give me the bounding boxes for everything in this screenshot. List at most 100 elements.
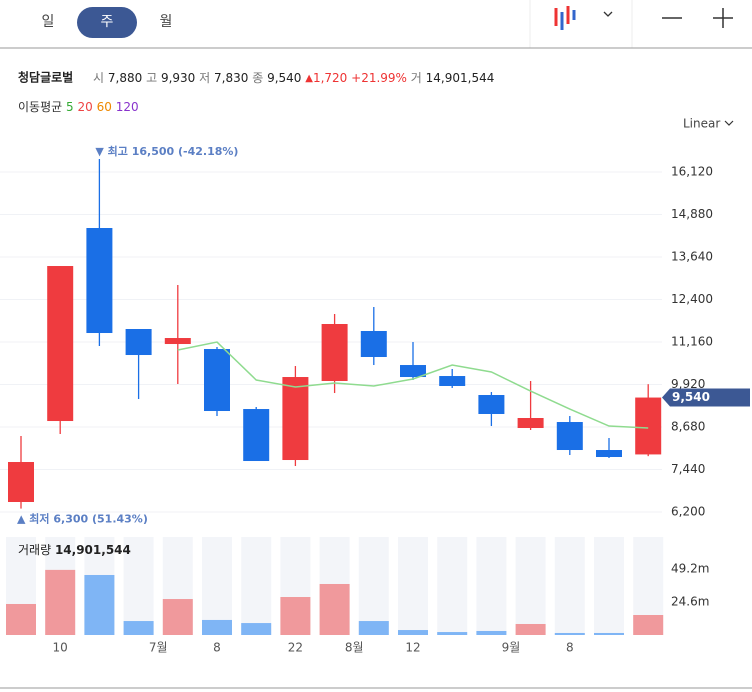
candle-body bbox=[243, 409, 270, 462]
value: 9,930 bbox=[161, 71, 195, 85]
label: 거 bbox=[411, 71, 422, 85]
tab[interactable]: 주 bbox=[101, 14, 114, 30]
volume-column-bg bbox=[398, 537, 428, 635]
label: 시 bbox=[93, 71, 104, 85]
ma-period: 5 bbox=[66, 100, 74, 114]
y-tick-label: 14,880 bbox=[671, 207, 713, 221]
volume-bar bbox=[241, 623, 272, 635]
candle-body bbox=[282, 377, 309, 461]
volume-tick-label: 49.2m bbox=[671, 561, 709, 575]
change: 1,720 bbox=[313, 71, 347, 85]
y-tick-label: 8,680 bbox=[671, 420, 705, 434]
volume-bar bbox=[437, 632, 468, 635]
volume-bar bbox=[358, 621, 389, 635]
active-tab[interactable] bbox=[77, 7, 137, 38]
volume-bar bbox=[633, 614, 664, 635]
tab[interactable]: 월 bbox=[160, 14, 173, 30]
value: 7,880 bbox=[108, 71, 142, 85]
last-price-label: 9,540 bbox=[672, 390, 710, 404]
label: 저 bbox=[199, 71, 210, 85]
x-tick-label: 22 bbox=[288, 641, 303, 655]
candle-body bbox=[47, 266, 74, 422]
change-pct: +21.99% bbox=[351, 71, 407, 85]
candle-body bbox=[8, 462, 34, 503]
candle-body bbox=[439, 376, 466, 386]
y-tick-label: 13,640 bbox=[671, 250, 713, 264]
volume-bar bbox=[280, 597, 311, 635]
volume-column-bg bbox=[358, 537, 389, 635]
stock-name: 청담글로벌 bbox=[18, 70, 73, 85]
label: 고 bbox=[146, 71, 157, 85]
volume-column-bg bbox=[515, 537, 546, 635]
volume-bar bbox=[45, 569, 76, 635]
candle-body bbox=[204, 349, 230, 412]
volume-column-bg bbox=[476, 537, 507, 635]
candle-body bbox=[556, 422, 583, 451]
candle-body bbox=[164, 338, 191, 345]
ma-legend: 이동평균 5 20 60 120 bbox=[18, 100, 139, 114]
x-tick-label: 8 bbox=[566, 641, 574, 655]
volume-bar bbox=[6, 603, 36, 635]
value: 7,830 bbox=[214, 71, 248, 85]
candle-body bbox=[125, 329, 152, 356]
candle-body bbox=[400, 365, 426, 378]
last-price-tag bbox=[662, 388, 750, 407]
value: 9,540 bbox=[267, 71, 301, 85]
high-annotation: ▼ 최고 16,500 (-42.18%) bbox=[95, 144, 238, 158]
volume-column-bg bbox=[554, 537, 585, 635]
volume-title: 거래량 14,901,544 bbox=[18, 543, 131, 557]
x-tick-label: 9월 bbox=[502, 641, 521, 655]
volume-bar bbox=[594, 632, 624, 635]
candle-body bbox=[360, 330, 387, 358]
volume-column-bg bbox=[202, 537, 232, 635]
volume-column-bg bbox=[437, 537, 468, 635]
quote-line: 시 7,880 고 9,930 저 7,830 종 9,540 ▲1,720 +… bbox=[93, 71, 494, 85]
ma-period: 20 bbox=[77, 100, 92, 114]
volume-bar bbox=[515, 623, 546, 635]
ma-period: 120 bbox=[116, 100, 139, 114]
y-tick-label: 9,920 bbox=[671, 377, 705, 391]
volume-column-bg bbox=[123, 537, 154, 635]
y-tick-label: 6,200 bbox=[671, 505, 705, 519]
tab[interactable]: 일 bbox=[42, 14, 55, 30]
volume-bar bbox=[398, 630, 428, 635]
dropdown-chevron[interactable] bbox=[603, 11, 613, 17]
x-tick-label: 12 bbox=[405, 641, 420, 655]
y-tick-label: 7,440 bbox=[671, 462, 705, 476]
ma-label: 이동평균 bbox=[18, 100, 62, 114]
moving-average bbox=[177, 341, 649, 429]
volume-bar bbox=[554, 632, 585, 635]
volume-last: 14,901,544 bbox=[55, 543, 131, 557]
volume-label: 거래량 bbox=[18, 543, 51, 557]
volume-bar bbox=[123, 621, 154, 635]
volume-bar bbox=[162, 599, 193, 635]
scale-chevron[interactable] bbox=[724, 120, 734, 126]
x-tick-label: 10 bbox=[53, 641, 68, 655]
volume-bar bbox=[84, 574, 115, 635]
label: 종 bbox=[252, 71, 263, 85]
value: 14,901,544 bbox=[426, 71, 495, 85]
volume-bar bbox=[202, 619, 232, 635]
y-tick-label: 12,400 bbox=[671, 292, 713, 306]
candle-body bbox=[86, 228, 113, 334]
volume-column-bg bbox=[241, 537, 272, 635]
y-tick-label: 16,120 bbox=[671, 165, 713, 179]
low-annotation: ▲ 최저 6,300 (51.43%) bbox=[17, 512, 148, 526]
candle-body bbox=[321, 323, 348, 381]
candle-body bbox=[478, 395, 505, 414]
arrow: ▲ bbox=[305, 73, 313, 84]
candle-body bbox=[517, 418, 544, 429]
ma-period: 60 bbox=[97, 100, 112, 114]
volume-bar bbox=[319, 583, 350, 635]
volume-column-bg bbox=[594, 537, 624, 635]
x-tick-label: 8 bbox=[213, 641, 221, 655]
chart-type-icon[interactable] bbox=[554, 6, 576, 30]
zoom-in[interactable] bbox=[713, 8, 733, 28]
volume-bar bbox=[476, 630, 507, 635]
x-tick-label: 7월 bbox=[149, 641, 168, 655]
candle-body bbox=[596, 450, 622, 458]
scale-menu[interactable]: Linear bbox=[683, 117, 720, 131]
y-tick-label: 11,160 bbox=[671, 335, 713, 349]
candle-body bbox=[635, 397, 662, 455]
